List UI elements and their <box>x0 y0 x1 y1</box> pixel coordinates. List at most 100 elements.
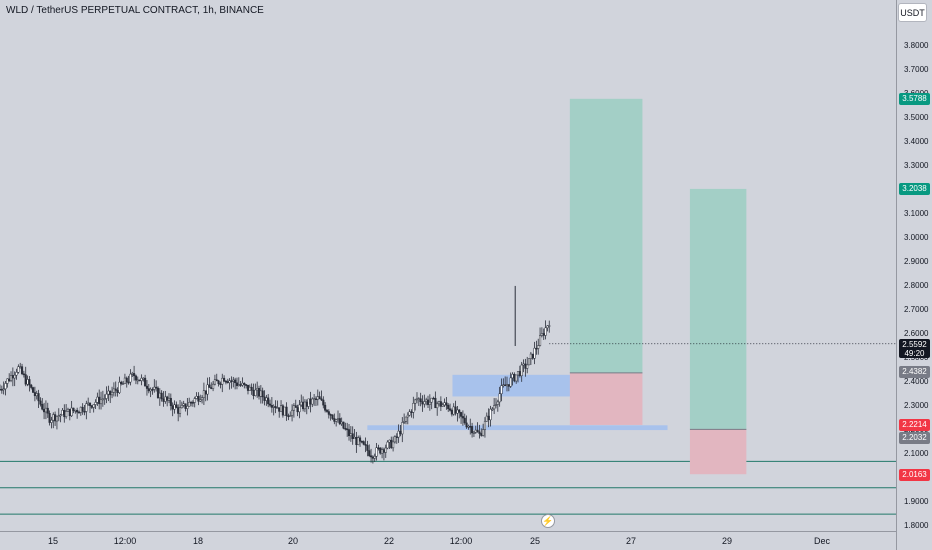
candle-body <box>447 405 450 410</box>
candle-body <box>379 447 382 454</box>
candle-body <box>346 428 349 431</box>
time-tick-label: Dec <box>813 536 831 546</box>
candle-body <box>140 377 143 381</box>
candle-body <box>265 397 268 401</box>
candle-body <box>417 398 420 400</box>
candle-body <box>63 409 66 418</box>
candle-body <box>248 386 251 391</box>
candle-body <box>533 347 536 359</box>
candle-body <box>370 455 373 458</box>
candle-body <box>353 437 356 439</box>
candle-body <box>381 449 384 454</box>
candle-body <box>425 399 428 402</box>
candle-body <box>114 388 117 391</box>
price-tick-label: 3.0000 <box>904 232 929 242</box>
candle-body <box>28 379 31 386</box>
candle-body <box>531 353 534 359</box>
candle-body <box>540 333 543 336</box>
currency-selector[interactable]: USDT <box>898 3 927 22</box>
candle-body <box>278 407 281 412</box>
candle-body <box>243 382 246 385</box>
candle-body <box>96 396 99 403</box>
candle-body <box>26 379 29 385</box>
demand-zone <box>367 425 668 431</box>
candle-body <box>377 447 380 449</box>
candle-body <box>539 335 542 346</box>
candle-body <box>281 405 284 416</box>
candle-body <box>426 399 430 405</box>
price-tick-label: 3.3000 <box>904 160 929 170</box>
take-profit-2-badge: 3.2038 <box>899 183 930 195</box>
candle-body <box>76 409 79 413</box>
candle-body <box>39 400 42 405</box>
candle-body <box>94 402 97 405</box>
candle-body <box>272 406 275 408</box>
lightning-icon[interactable]: ⚡ <box>541 514 555 528</box>
entry-2-badge: 2.2032 <box>899 432 930 444</box>
candle-body <box>87 402 90 405</box>
candle-body <box>384 447 387 453</box>
candle-body <box>151 389 154 391</box>
price-chart[interactable] <box>0 0 896 531</box>
candle-body <box>0 389 3 391</box>
candle-body <box>169 397 172 406</box>
candle-body <box>13 374 16 379</box>
price-tick-label: 1.9000 <box>904 497 929 507</box>
candle-body <box>127 381 130 384</box>
candle-body <box>347 429 351 437</box>
time-tick-label: 18 <box>192 536 204 546</box>
candle-body <box>498 393 501 403</box>
candle-body <box>254 389 257 396</box>
candle-body <box>235 382 239 386</box>
candle-body <box>50 419 53 423</box>
candle-body <box>390 439 393 449</box>
candle-body <box>392 441 395 449</box>
price-tick-label: 3.7000 <box>904 64 929 74</box>
candle-body <box>74 409 77 412</box>
candle-body <box>399 430 402 435</box>
candle-body <box>520 364 523 377</box>
candle-body <box>307 398 310 407</box>
price-tick-label: 2.9000 <box>904 256 929 266</box>
candle-body <box>252 389 255 396</box>
candle-body <box>421 401 424 405</box>
candle-body <box>81 406 84 412</box>
candle-body <box>349 433 352 437</box>
time-tick-label: 22 <box>383 536 395 546</box>
time-axis[interactable] <box>0 531 896 550</box>
candle-body <box>527 358 531 366</box>
current-price-value: 2.5592 <box>902 340 927 349</box>
candle-body <box>544 327 547 336</box>
entry-1-badge: 2.4382 <box>899 366 930 378</box>
candle-body <box>500 385 503 395</box>
candle-body <box>280 405 283 412</box>
candle-body <box>145 385 149 389</box>
candle-body <box>375 447 378 457</box>
candle-body <box>72 407 75 411</box>
candle-body <box>526 364 529 369</box>
candle-body <box>20 366 24 375</box>
candle-body <box>111 392 114 396</box>
candle-body <box>136 379 139 382</box>
candle-body <box>221 377 224 385</box>
price-tick-label: 1.8000 <box>904 521 929 531</box>
candle-body <box>149 389 152 392</box>
candle-body <box>449 408 452 411</box>
candle-body <box>83 411 86 413</box>
candle-body <box>432 397 435 400</box>
candle-body <box>112 388 115 393</box>
candle-body <box>156 387 160 399</box>
candle-body <box>99 399 103 405</box>
candle-body <box>122 383 125 385</box>
candle-body <box>516 371 520 376</box>
candle-body <box>423 401 426 405</box>
candle-body <box>232 379 235 382</box>
price-axis[interactable] <box>896 0 932 550</box>
candle-body <box>239 384 242 386</box>
candle-body <box>410 411 413 413</box>
candle-body <box>9 375 13 381</box>
candle-body <box>436 403 439 409</box>
candle-body <box>120 381 123 384</box>
candle-body <box>467 426 470 428</box>
candle-body <box>59 414 62 417</box>
